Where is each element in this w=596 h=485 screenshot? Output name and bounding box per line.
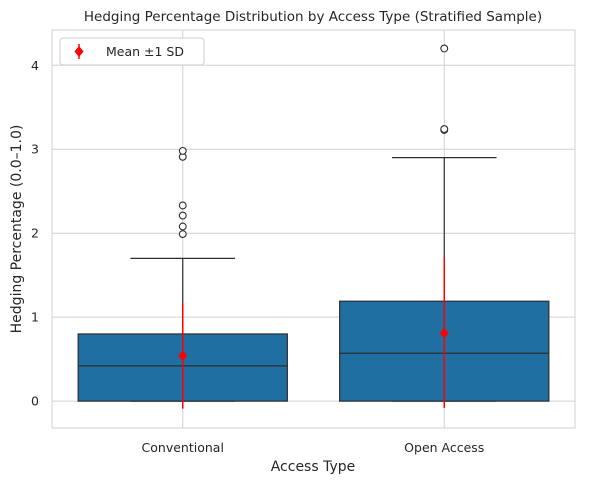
means-layer bbox=[178, 257, 449, 409]
x-axis-label: Access Type bbox=[271, 459, 356, 475]
legend-label: Mean ±1 SD bbox=[106, 44, 184, 59]
x-tick-labels: Conventional Open Access bbox=[142, 440, 485, 455]
outlier-point bbox=[440, 125, 449, 134]
y-axis-label: Hedging Percentage (0.0–1.0) bbox=[9, 125, 25, 334]
y-tick-label: 2 bbox=[31, 226, 39, 241]
y-tick-label: 0 bbox=[31, 394, 39, 409]
y-tick-label: 4 bbox=[31, 58, 39, 73]
outlier-point bbox=[178, 211, 187, 220]
x-tick-label: Conventional bbox=[142, 440, 224, 455]
outlier-point bbox=[178, 230, 187, 238]
boxes-layer bbox=[77, 44, 550, 402]
mean-marker bbox=[178, 350, 188, 362]
chart-title: Hedging Percentage Distribution by Acces… bbox=[84, 9, 542, 25]
legend: Mean ±1 SD bbox=[59, 37, 205, 66]
outlier-point bbox=[178, 222, 187, 231]
y-tick-labels: 0 1 2 3 4 bbox=[31, 58, 39, 409]
mean-marker bbox=[439, 327, 449, 339]
outlier-point bbox=[178, 146, 187, 155]
y-tick-label: 3 bbox=[31, 142, 39, 157]
plot-frame bbox=[51, 29, 576, 429]
legend-frame bbox=[59, 37, 205, 66]
outlier-point bbox=[178, 201, 187, 210]
y-tick-label: 1 bbox=[31, 310, 39, 325]
outlier-point bbox=[440, 44, 449, 53]
x-tick-label: Open Access bbox=[404, 440, 484, 455]
legend-mean-marker bbox=[74, 46, 84, 57]
